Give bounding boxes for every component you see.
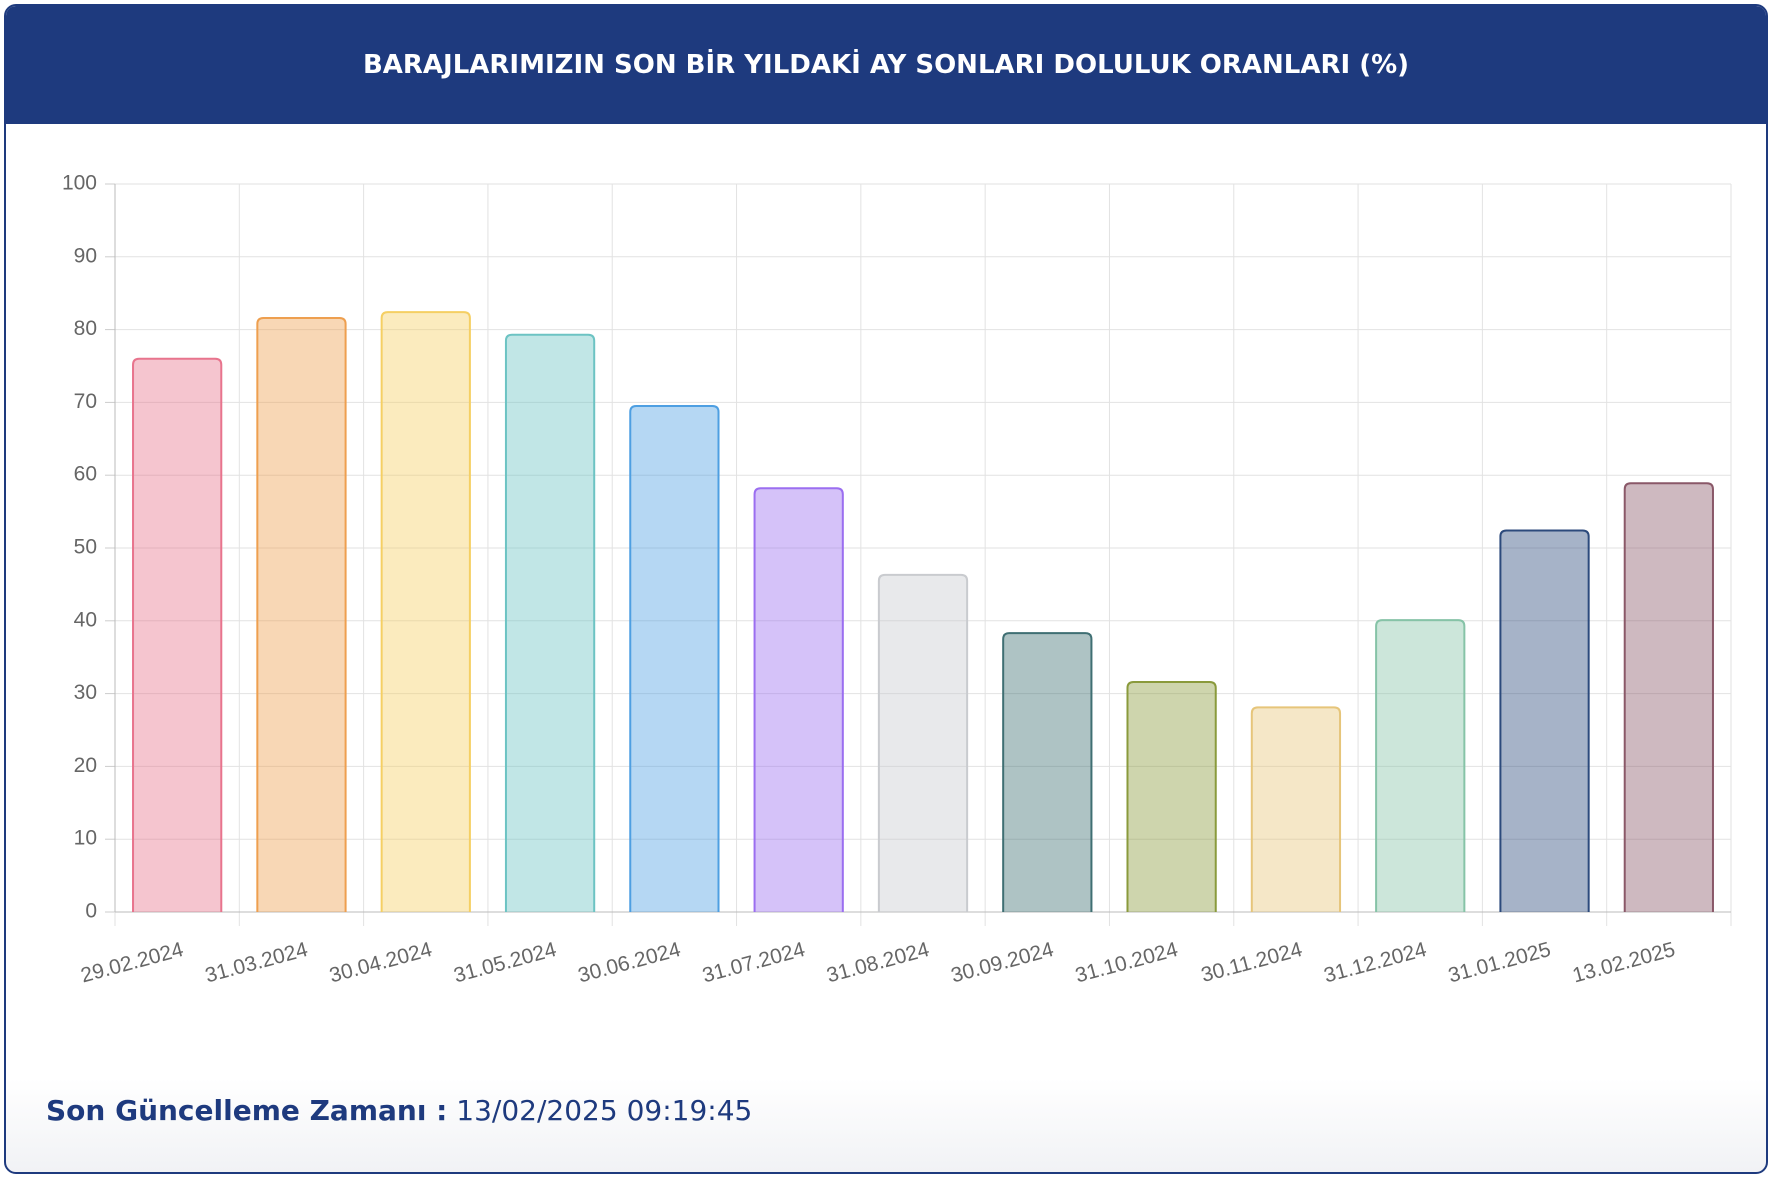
chart: 0 10 20 30 40 50 60 70 80 90 100 29.02.2024 31.03.20… <box>62 172 1732 988</box>
bar <box>1002 632 1093 912</box>
x-tick-label: 31.01.2025 <box>1446 938 1553 987</box>
bar <box>1499 529 1590 912</box>
y-tick-label: 70 <box>74 390 97 413</box>
bar <box>132 357 223 912</box>
footer: Son Güncelleme Zamanı : 13/02/2025 09:19… <box>46 1094 752 1127</box>
y-tick-label: 30 <box>74 681 97 704</box>
x-tick-label: 30.09.2024 <box>949 938 1057 988</box>
bar <box>1375 619 1466 912</box>
x-tick-label: 31.03.2024 <box>203 938 311 988</box>
y-tick-label: 90 <box>74 244 97 267</box>
x-tick-label: 31.08.2024 <box>824 938 932 988</box>
y-tick-label: 50 <box>74 536 97 559</box>
x-tick-label: 31.10.2024 <box>1073 938 1181 988</box>
bar <box>380 311 471 912</box>
header: BARAJLARIMIZIN SON BİR YILDAKİ AY SONLAR… <box>6 6 1766 124</box>
footer-label: Son Güncelleme Zamanı : <box>46 1094 448 1127</box>
y-tick-label: 80 <box>74 317 97 340</box>
x-tick-label: 31.12.2024 <box>1321 938 1429 988</box>
bar <box>753 487 844 912</box>
bar <box>256 316 347 912</box>
y-tick-label: 40 <box>74 608 97 631</box>
bar <box>1250 706 1342 912</box>
card: BARAJLARIMIZIN SON BİR YILDAKİ AY SONLAR… <box>4 4 1768 1174</box>
x-tick-label: 30.11.2024 <box>1199 938 1305 987</box>
x-tick-label: 31.05.2024 <box>451 938 559 988</box>
x-tick-label: 13.02.2025 <box>1570 938 1677 987</box>
y-tick-label: 20 <box>74 754 97 777</box>
x-tick-label: 30.06.2024 <box>576 938 684 988</box>
x-tick-label: 30.04.2024 <box>327 938 435 988</box>
bar <box>1126 680 1217 912</box>
bar <box>1623 482 1714 912</box>
x-tick-label: 31.07.2024 <box>700 938 808 988</box>
bar <box>504 333 596 912</box>
y-tick-label: 100 <box>62 172 97 195</box>
y-tick-label: 60 <box>74 463 97 486</box>
bar <box>877 573 969 912</box>
chart-title: BARAJLARIMIZIN SON BİR YILDAKİ AY SONLAR… <box>362 50 1410 80</box>
footer-value: 13/02/2025 09:19:45 <box>456 1094 753 1127</box>
y-tick-label: 0 <box>85 900 97 923</box>
x-tick-label: 29.02.2024 <box>78 938 186 988</box>
bar <box>629 405 720 912</box>
y-tick-label: 10 <box>74 827 97 850</box>
